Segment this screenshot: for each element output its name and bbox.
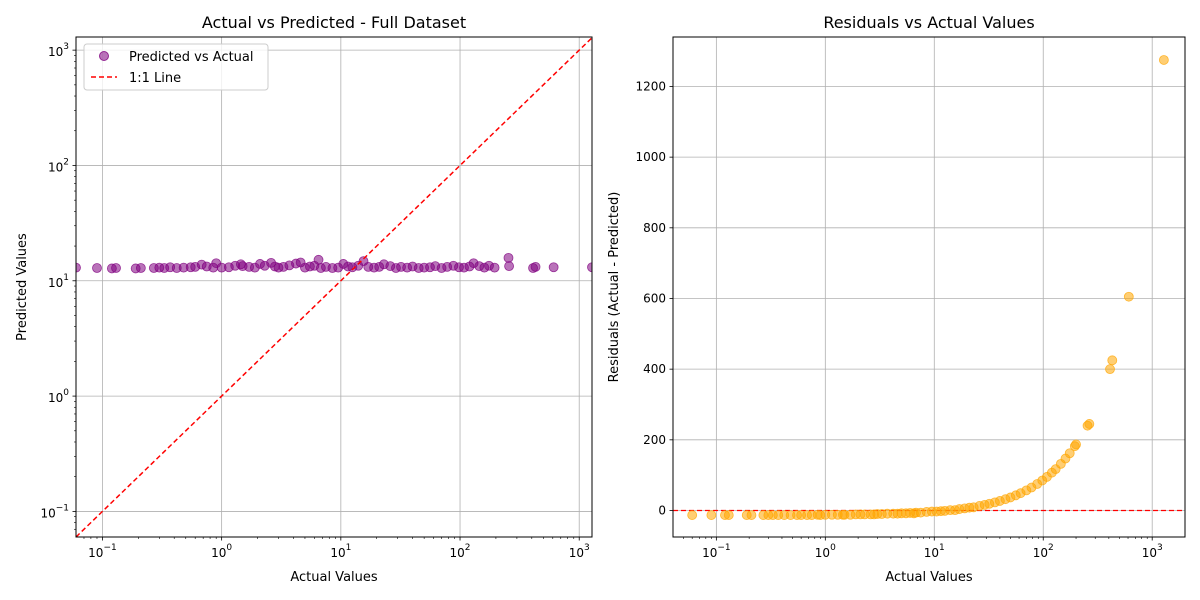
y-tick-exponent: 0 (63, 388, 69, 398)
y-tick-base: 10 (48, 276, 63, 290)
data-point (746, 510, 757, 520)
y-tick-label: 400 (643, 362, 666, 376)
x-tick-base: 10 (702, 546, 717, 560)
y-tick-exponent: −1 (56, 503, 69, 513)
y-tick-label: 102 (48, 157, 69, 174)
x-tick-label: 100 (815, 543, 836, 560)
data-point (1064, 448, 1075, 459)
y-tick-base: 10 (48, 391, 63, 405)
x-tick-exponent: 1 (939, 543, 945, 553)
y-axis-label: Predicted Values (15, 233, 30, 341)
x-tick-label: 101 (330, 543, 351, 560)
y-tick-label: 100 (48, 388, 69, 405)
grid (76, 37, 592, 537)
x-tick-exponent: 3 (1157, 543, 1163, 553)
data-point (503, 252, 514, 263)
chart-title: Actual vs Predicted - Full Dataset (202, 13, 466, 32)
x-tick-label: 100 (211, 543, 232, 560)
x-tick-exponent: −1 (717, 543, 730, 553)
legend-label-1-1-line: 1:1 Line (129, 71, 181, 86)
x-tick-exponent: −1 (103, 543, 116, 553)
plot-frame (75, 36, 593, 538)
x-tick-exponent: 0 (830, 543, 836, 553)
x-tick-base: 10 (815, 546, 830, 560)
x-axis-label: Actual Values (885, 570, 973, 585)
x-tick-exponent: 2 (465, 543, 471, 553)
y-tick-label: 800 (643, 221, 666, 235)
y-tick-label: 101 (48, 273, 69, 290)
x-tick-base: 10 (211, 546, 226, 560)
x-tick-base: 10 (330, 546, 345, 560)
x-tick-base: 10 (450, 546, 465, 560)
data-point (687, 510, 698, 520)
y-tick-base: 10 (48, 45, 63, 59)
data-point (706, 510, 717, 520)
plot-frame (672, 36, 1186, 538)
x-tick-exponent: 0 (226, 543, 232, 553)
data-point (504, 261, 514, 272)
data-point (489, 262, 500, 273)
y-tick-label: 200 (643, 433, 666, 447)
x-tick-label: 102 (1033, 543, 1054, 560)
y-tick-base: 10 (40, 506, 55, 520)
y-axis-label: Residuals (Actual - Predicted) (607, 192, 622, 383)
x-tick-base: 10 (924, 546, 939, 560)
x-tick-label: 10−1 (702, 543, 731, 560)
residuals-plot: Residuals vs Actual Values 10−1 100 101 102… (607, 13, 1186, 585)
x-tick-label: 103 (1142, 543, 1163, 560)
y-tick-label: 103 (48, 42, 69, 59)
y-tick-exponent: 1 (63, 273, 69, 283)
x-tick-base: 10 (1033, 546, 1048, 560)
data-point (1123, 291, 1134, 302)
data-point (1107, 355, 1118, 366)
y-tick-label: 10−1 (40, 503, 69, 520)
x-tick-label: 103 (569, 543, 590, 560)
x-axis-label: Actual Values (290, 570, 378, 585)
data-point (587, 262, 592, 273)
x-tick-exponent: 3 (584, 543, 590, 553)
x-tick-base: 10 (1142, 546, 1157, 560)
data-point (1158, 55, 1169, 65)
actual-vs-predicted-plot: Actual vs Predicted - Full Dataset 10−1 1… (15, 13, 593, 585)
y-tick-exponent: 3 (63, 42, 69, 52)
data-point (111, 263, 121, 273)
data-point (723, 510, 734, 520)
data-point (76, 262, 81, 273)
x-tick-exponent: 1 (346, 543, 352, 553)
x-tick-exponent: 2 (1048, 543, 1054, 553)
data-point (548, 262, 559, 273)
legend-marker-predicted-vs-actual (99, 51, 109, 61)
identity-line (76, 37, 592, 537)
data-series (76, 37, 592, 537)
data-point (135, 263, 146, 273)
x-tick-label: 10−1 (88, 543, 117, 560)
chart-title: Residuals vs Actual Values (823, 13, 1034, 32)
y-tick-base: 10 (48, 160, 63, 174)
data-point (1105, 364, 1115, 375)
data-point (313, 254, 324, 265)
x-tick-base: 10 (88, 546, 103, 560)
data-point (530, 261, 541, 272)
x-tick-label: 102 (450, 543, 471, 560)
y-tick-label: 1000 (635, 150, 666, 164)
y-tick-label: 0 (658, 503, 666, 517)
grid (673, 37, 1185, 537)
y-tick-exponent: 2 (63, 157, 69, 167)
data-point (1071, 439, 1081, 450)
data-point (92, 263, 102, 273)
y-tick-label: 1200 (635, 79, 666, 93)
x-tick-base: 10 (569, 546, 584, 560)
legend-label-predicted-vs-actual: Predicted vs Actual (129, 50, 253, 65)
data-series (673, 55, 1185, 520)
legend: Predicted vs Actual 1:1 Line (83, 43, 269, 91)
data-point (1084, 419, 1095, 429)
x-tick-label: 101 (924, 543, 945, 560)
y-tick-label: 600 (643, 291, 666, 305)
legend-box (83, 43, 269, 91)
